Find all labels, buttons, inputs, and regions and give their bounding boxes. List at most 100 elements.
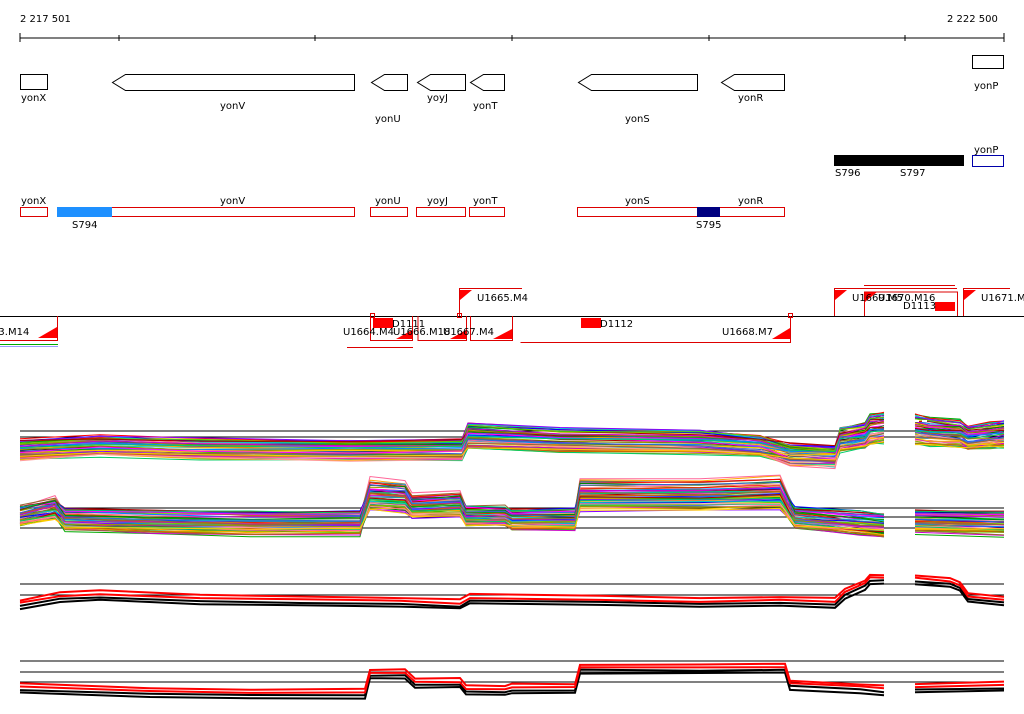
cds-label: yonT xyxy=(473,196,498,207)
transcript-label: D1112 xyxy=(600,319,633,330)
expression-series xyxy=(914,515,1005,518)
gene-label: yonR xyxy=(738,93,763,104)
expression-series xyxy=(19,507,885,531)
ruler: 2 217 501 2 222 500 xyxy=(19,14,1005,42)
segment-bar[interactable] xyxy=(834,155,964,166)
expression-series xyxy=(914,443,1005,449)
cds-box[interactable] xyxy=(577,207,785,217)
cds-box[interactable] xyxy=(469,207,505,217)
cds-label: yonR xyxy=(738,196,763,207)
expression-series xyxy=(914,531,1005,536)
cds-label: yonV xyxy=(220,196,245,207)
expression-panel-3 xyxy=(19,573,1005,611)
expression-series xyxy=(19,481,885,524)
expression-series xyxy=(914,683,1005,689)
expression-series xyxy=(914,437,1005,446)
transcript-label: U1670.M16 xyxy=(878,293,935,304)
expression-series xyxy=(914,530,1005,536)
expression-series xyxy=(914,418,1005,430)
expression-series xyxy=(19,435,885,453)
expression-series xyxy=(19,579,885,608)
gene-yonX[interactable]: yonX xyxy=(20,74,48,105)
gene-box-yonP[interactable] xyxy=(972,155,1004,167)
expression-panel-4 xyxy=(19,660,1005,700)
expression-series xyxy=(19,573,885,602)
expression-series xyxy=(19,421,885,452)
expression-series xyxy=(914,580,1005,604)
transcript-block[interactable] xyxy=(373,318,393,328)
transcript-label: U1664.M4 xyxy=(343,327,394,338)
expression-series xyxy=(914,510,1005,513)
expression-series xyxy=(914,516,1005,521)
gene-yoyJ[interactable]: yoyJ xyxy=(416,74,466,105)
expression-series xyxy=(19,416,885,451)
transcript-block[interactable] xyxy=(581,318,601,328)
expression-series xyxy=(19,442,885,465)
expression-series xyxy=(914,522,1005,526)
expression-series xyxy=(914,529,1005,533)
transcript-label: D1113 xyxy=(903,301,936,312)
transcript-block[interactable] xyxy=(935,302,955,311)
feature-label: S795 xyxy=(696,220,721,231)
gene-yonV[interactable]: yonV xyxy=(111,74,355,113)
expression-series xyxy=(914,421,1005,433)
expression-series xyxy=(19,666,885,694)
expression-series xyxy=(914,687,1005,691)
expression-series xyxy=(914,430,1005,439)
feature-S794[interactable] xyxy=(57,207,112,217)
segment-label: S796 xyxy=(835,168,860,179)
segment-track: S796 S797 yonP xyxy=(834,145,1004,179)
feature-label: S794 xyxy=(72,220,97,231)
expression-series xyxy=(19,480,885,523)
gene-yonT[interactable]: yonT xyxy=(469,74,505,113)
expression-series xyxy=(19,497,885,532)
transcript-label: U1671.M xyxy=(981,293,1024,304)
expression-series xyxy=(19,671,885,700)
cds-box[interactable] xyxy=(20,207,48,217)
gene-label: yonV xyxy=(220,101,245,112)
expression-series xyxy=(19,430,885,453)
expression-series xyxy=(914,576,1005,601)
expression-series xyxy=(19,582,885,611)
gene-label: yonP xyxy=(974,81,998,92)
feature-S795[interactable] xyxy=(697,207,720,217)
expression-series xyxy=(19,441,885,461)
expression-series xyxy=(914,413,1005,427)
cds-label: yoyJ xyxy=(427,196,448,207)
gene-label: yonU xyxy=(375,114,401,125)
expression-series xyxy=(914,526,1005,531)
expression-series xyxy=(19,422,885,460)
gene-label: yoyJ xyxy=(427,93,448,104)
transcript-label: U1668.M7 xyxy=(722,327,773,338)
expression-series xyxy=(19,576,885,605)
expression-series xyxy=(914,583,1005,607)
transcript-label: U1665.M4 xyxy=(477,293,528,304)
expression-series xyxy=(914,534,1005,538)
gene-yonS[interactable]: yonS xyxy=(577,74,698,126)
cds-track: yonX yonV yonU yoyJ yonT yonS yonR S794 … xyxy=(20,196,785,231)
gene-yonP[interactable]: yonP xyxy=(972,55,1004,93)
transcript-track: U1665.M4 U1669.M5 U1670.M16 D1113 U1671.… xyxy=(0,285,1024,348)
ruler-end-label: 2 222 500 xyxy=(947,14,998,25)
gene-yonR[interactable]: yonR xyxy=(720,74,785,105)
expression-series xyxy=(19,420,885,453)
expression-series xyxy=(19,499,885,524)
gene-label: yonS xyxy=(625,114,650,125)
expression-series xyxy=(19,415,885,449)
cds-box[interactable] xyxy=(370,207,408,217)
gene-yonU[interactable]: yonU xyxy=(370,74,408,126)
expression-panel-1 xyxy=(19,411,1005,470)
expression-series xyxy=(914,574,1005,598)
cds-box[interactable] xyxy=(416,207,466,217)
transcript-label: U1663.M14 xyxy=(0,327,29,338)
cds-label: yonS xyxy=(625,196,650,207)
expression-series xyxy=(914,416,1005,428)
expression-series xyxy=(19,413,885,452)
expression-series xyxy=(914,689,1005,694)
expression-series xyxy=(914,512,1005,514)
expression-panel-2 xyxy=(19,474,1005,538)
transcript-label: U1669.M5 xyxy=(852,293,903,304)
cds-label: yonU xyxy=(375,196,401,207)
expression-series xyxy=(19,491,885,527)
